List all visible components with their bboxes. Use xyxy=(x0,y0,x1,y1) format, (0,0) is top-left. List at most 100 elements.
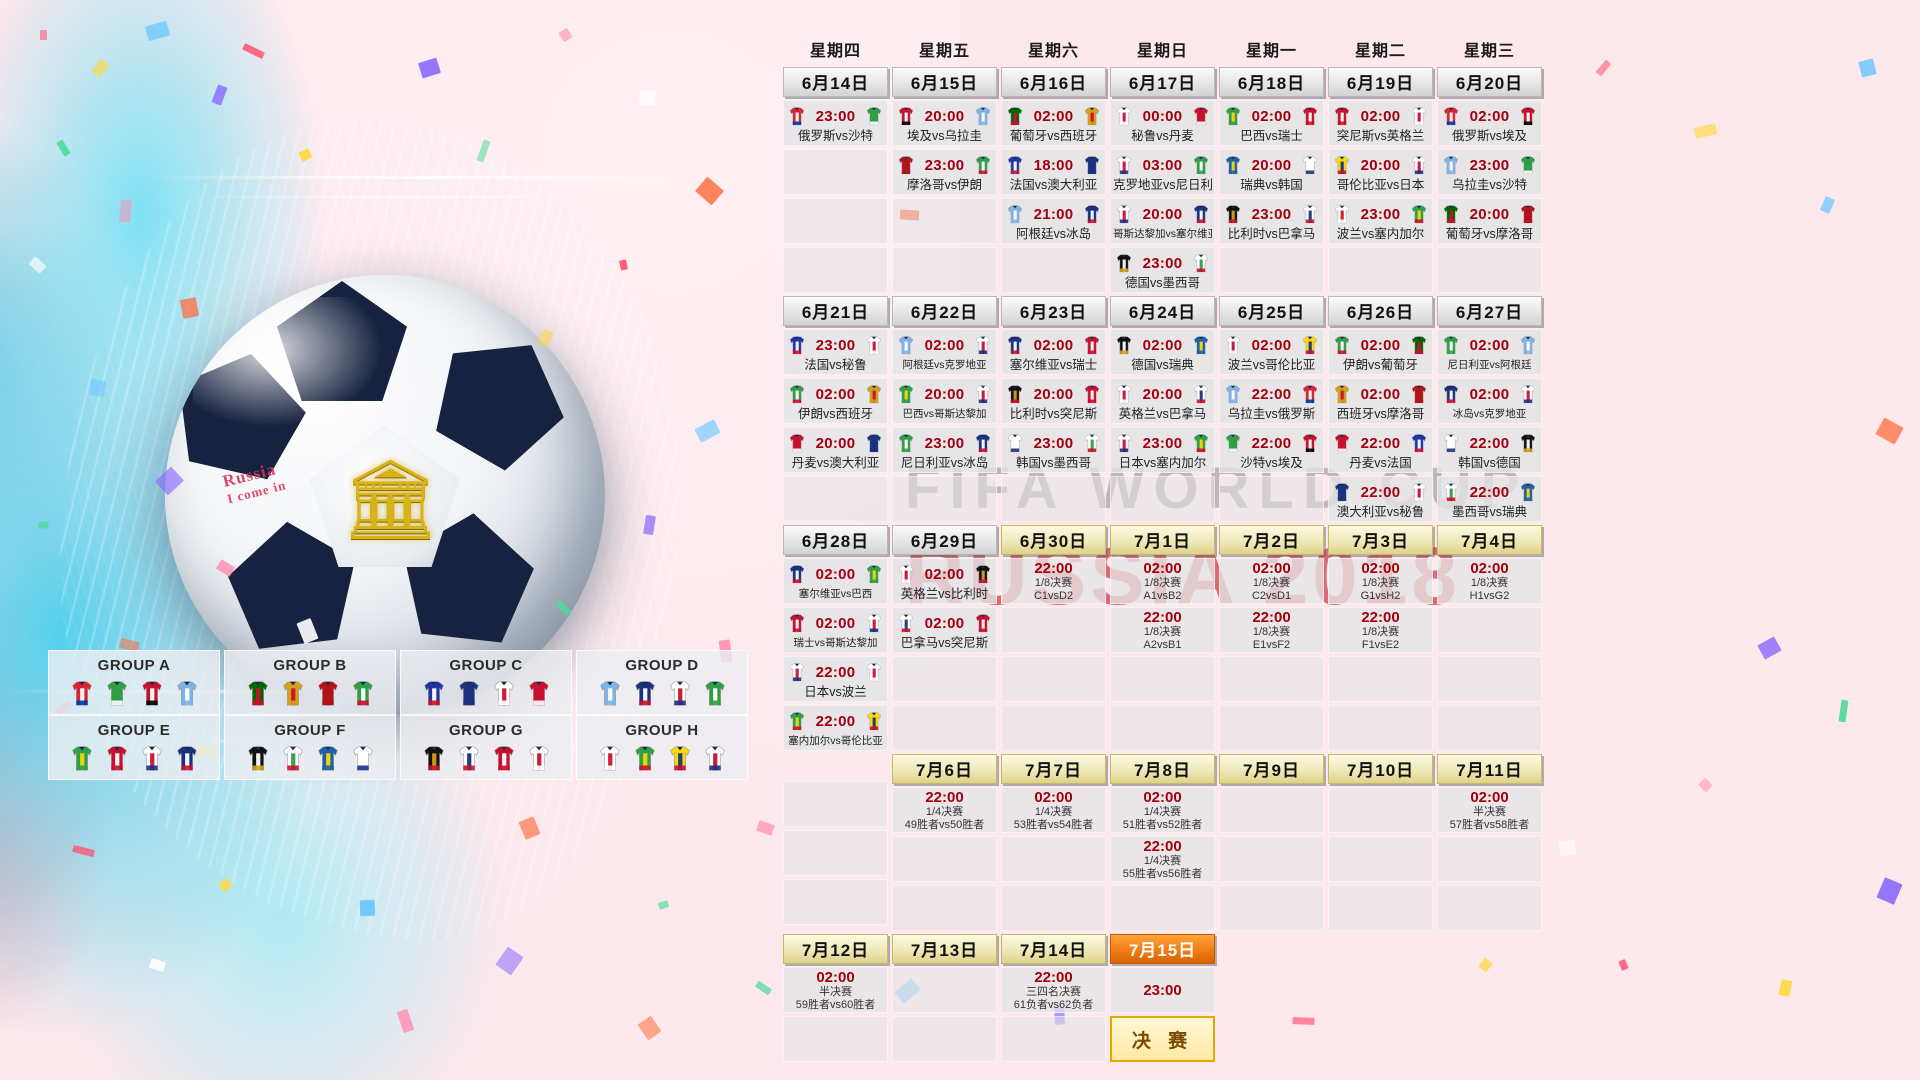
match-card[interactable]: 23:00 日本vs塞内加尔 xyxy=(1110,427,1215,473)
date-chip[interactable]: 7月2日 xyxy=(1219,525,1324,555)
final-badge[interactable]: 决 赛 xyxy=(1110,1016,1215,1062)
match-card[interactable]: 22:00 韩国vs德国 xyxy=(1437,427,1542,473)
match-card[interactable]: 02:00 阿根廷vs克罗地亚 xyxy=(892,329,997,375)
match-card[interactable]: 20:00 埃及vs乌拉圭 xyxy=(892,100,997,146)
match-card[interactable]: 02:00 巴拿马vs突尼斯 xyxy=(892,607,997,653)
match-card[interactable]: 20:00 丹麦vs澳大利亚 xyxy=(783,427,888,473)
match-card[interactable]: 02:00 波兰vs哥伦比亚 xyxy=(1219,329,1324,375)
match-card[interactable]: 20:00 哥伦比亚vs日本 xyxy=(1328,149,1433,195)
match-card[interactable]: 02:00 德国vs瑞典 xyxy=(1110,329,1215,375)
match-card[interactable]: 23:00 乌拉圭vs沙特 xyxy=(1437,149,1542,195)
match-card[interactable]: 21:00 阿根廷vs冰岛 xyxy=(1001,198,1106,244)
match-card[interactable]: 22:00 墨西哥vs瑞典 xyxy=(1437,476,1542,522)
date-chip[interactable]: 6月22日 xyxy=(892,296,997,326)
date-chip[interactable]: 7月3日 xyxy=(1328,525,1433,555)
group-card-group-c[interactable]: GROUP C xyxy=(400,650,572,715)
knockout-match-card[interactable]: 02:00 半决赛 57胜者vs58胜者 xyxy=(1437,787,1542,833)
date-chip[interactable]: 7月6日 xyxy=(892,754,997,784)
match-card[interactable]: 23:00 韩国vs墨西哥 xyxy=(1001,427,1106,473)
match-card[interactable]: 22:00 乌拉圭vs俄罗斯 xyxy=(1219,378,1324,424)
knockout-match-card[interactable]: 22:00 1/8决赛 F1vsE2 xyxy=(1328,607,1433,653)
date-chip[interactable]: 6月24日 xyxy=(1110,296,1215,326)
match-card[interactable]: 02:00 塞尔维亚vs巴西 xyxy=(783,558,888,604)
date-chip[interactable]: 7月8日 xyxy=(1110,754,1215,784)
match-card[interactable]: 22:00 日本vs波兰 xyxy=(783,656,888,702)
date-chip[interactable]: 7月1日 xyxy=(1110,525,1215,555)
match-card[interactable]: 03:00 克罗地亚vs尼日利亚 xyxy=(1110,149,1215,195)
knockout-match-card[interactable]: 22:00 1/8决赛 A2vsB1 xyxy=(1110,607,1215,653)
match-card[interactable]: 22:00 沙特vs埃及 xyxy=(1219,427,1324,473)
date-chip[interactable]: 7月15日 xyxy=(1110,934,1215,964)
match-card[interactable]: 23:00 德国vs墨西哥 xyxy=(1110,247,1215,293)
knockout-match-card[interactable]: 22:00 三四名决赛 61负者vs62负者 xyxy=(1001,967,1106,1013)
group-card-group-b[interactable]: GROUP B xyxy=(224,650,396,715)
date-chip[interactable]: 6月26日 xyxy=(1328,296,1433,326)
match-card[interactable]: 20:00 英格兰vs巴拿马 xyxy=(1110,378,1215,424)
date-chip[interactable]: 6月19日 xyxy=(1328,67,1433,97)
date-chip[interactable]: 7月11日 xyxy=(1437,754,1542,784)
match-card[interactable]: 18:00 法国vs澳大利亚 xyxy=(1001,149,1106,195)
date-chip[interactable]: 7月7日 xyxy=(1001,754,1106,784)
match-card[interactable]: 20:00 巴西vs哥斯达黎加 xyxy=(892,378,997,424)
match-card[interactable]: 23:00 波兰vs塞内加尔 xyxy=(1328,198,1433,244)
match-card[interactable]: 23:00 摩洛哥vs伊朗 xyxy=(892,149,997,195)
knockout-match-card[interactable]: 02:00 半决赛 59胜者vs60胜者 xyxy=(783,967,888,1013)
match-card[interactable]: 02:00 英格兰vs比利时 xyxy=(892,558,997,604)
match-card[interactable]: 02:00 俄罗斯vs埃及 xyxy=(1437,100,1542,146)
date-chip[interactable]: 7月4日 xyxy=(1437,525,1542,555)
date-chip[interactable]: 6月15日 xyxy=(892,67,997,97)
date-chip[interactable]: 7月14日 xyxy=(1001,934,1106,964)
knockout-match-card[interactable]: 02:00 1/8决赛 C2vsD1 xyxy=(1219,558,1324,604)
match-card[interactable]: 22:00 丹麦vs法国 xyxy=(1328,427,1433,473)
date-chip[interactable]: 6月27日 xyxy=(1437,296,1542,326)
date-chip[interactable]: 6月20日 xyxy=(1437,67,1542,97)
match-card[interactable]: 02:00 巴西vs瑞士 xyxy=(1219,100,1324,146)
date-chip[interactable]: 6月21日 xyxy=(783,296,888,326)
date-chip[interactable]: 6月25日 xyxy=(1219,296,1324,326)
knockout-match-card[interactable]: 02:00 1/8决赛 A1vsB2 xyxy=(1110,558,1215,604)
knockout-match-card[interactable]: 22:00 1/4决赛 55胜者vs56胜者 xyxy=(1110,836,1215,882)
match-card[interactable]: 02:00 尼日利亚vs阿根廷 xyxy=(1437,329,1542,375)
date-chip[interactable]: 6月23日 xyxy=(1001,296,1106,326)
date-chip[interactable]: 7月13日 xyxy=(892,934,997,964)
match-card[interactable]: 02:00 塞尔维亚vs瑞士 xyxy=(1001,329,1106,375)
group-card-group-e[interactable]: GROUP E xyxy=(48,715,220,780)
match-card[interactable]: 02:00 伊朗vs葡萄牙 xyxy=(1328,329,1433,375)
date-chip[interactable]: 6月16日 xyxy=(1001,67,1106,97)
group-card-group-h[interactable]: GROUP H xyxy=(576,715,748,780)
match-card[interactable]: 02:00 葡萄牙vs西班牙 xyxy=(1001,100,1106,146)
match-card[interactable]: 00:00 秘鲁vs丹麦 xyxy=(1110,100,1215,146)
match-card[interactable]: 23:00 比利时vs巴拿马 xyxy=(1219,198,1324,244)
match-card[interactable]: 23:00 俄罗斯vs沙特 xyxy=(783,100,888,146)
match-card[interactable]: 02:00 冰岛vs克罗地亚 xyxy=(1437,378,1542,424)
knockout-match-card[interactable]: 22:00 1/8决赛 E1vsF2 xyxy=(1219,607,1324,653)
match-card[interactable]: 02:00 瑞士vs哥斯达黎加 xyxy=(783,607,888,653)
match-card[interactable]: 23:00 尼日利亚vs冰岛 xyxy=(892,427,997,473)
date-chip[interactable]: 6月29日 xyxy=(892,525,997,555)
match-card[interactable]: 22:00 塞内加尔vs哥伦比亚 xyxy=(783,705,888,751)
final-match-card[interactable]: 23:00 xyxy=(1110,967,1215,1013)
date-chip[interactable]: 6月28日 xyxy=(783,525,888,555)
match-card[interactable]: 23:00 法国vs秘鲁 xyxy=(783,329,888,375)
date-chip[interactable]: 6月30日 xyxy=(1001,525,1106,555)
match-card[interactable]: 20:00 哥斯达黎加vs塞尔维亚 xyxy=(1110,198,1215,244)
match-card[interactable]: 20:00 瑞典vs韩国 xyxy=(1219,149,1324,195)
date-chip[interactable]: 7月10日 xyxy=(1328,754,1433,784)
match-card[interactable]: 02:00 突尼斯vs英格兰 xyxy=(1328,100,1433,146)
date-chip[interactable]: 6月18日 xyxy=(1219,67,1324,97)
knockout-match-card[interactable]: 22:00 1/4决赛 49胜者vs50胜者 xyxy=(892,787,997,833)
knockout-match-card[interactable]: 02:00 1/8决赛 H1vsG2 xyxy=(1437,558,1542,604)
knockout-match-card[interactable]: 22:00 1/8决赛 C1vsD2 xyxy=(1001,558,1106,604)
match-card[interactable]: 20:00 比利时vs突尼斯 xyxy=(1001,378,1106,424)
date-chip[interactable]: 7月9日 xyxy=(1219,754,1324,784)
group-card-group-f[interactable]: GROUP F xyxy=(224,715,396,780)
group-card-group-g[interactable]: GROUP G xyxy=(400,715,572,780)
date-chip[interactable]: 7月12日 xyxy=(783,934,888,964)
match-card[interactable]: 20:00 葡萄牙vs摩洛哥 xyxy=(1437,198,1542,244)
match-card[interactable]: 02:00 伊朗vs西班牙 xyxy=(783,378,888,424)
knockout-match-card[interactable]: 02:00 1/8决赛 G1vsH2 xyxy=(1328,558,1433,604)
date-chip[interactable]: 6月14日 xyxy=(783,67,888,97)
date-chip[interactable]: 6月17日 xyxy=(1110,67,1215,97)
match-card[interactable]: 22:00 澳大利亚vs秘鲁 xyxy=(1328,476,1433,522)
knockout-match-card[interactable]: 02:00 1/4决赛 51胜者vs52胜者 xyxy=(1110,787,1215,833)
